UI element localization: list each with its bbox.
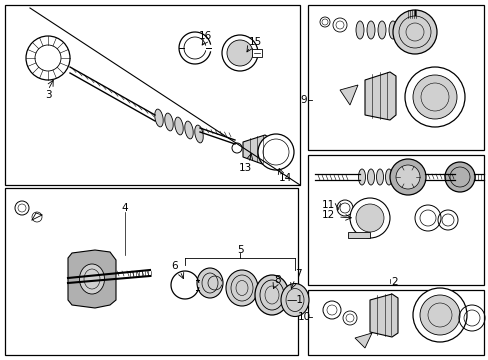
Circle shape — [412, 75, 456, 119]
Polygon shape — [369, 294, 397, 337]
Bar — [347, 232, 369, 238]
Ellipse shape — [154, 109, 163, 127]
Ellipse shape — [194, 125, 203, 143]
Bar — [5, 188, 297, 355]
Text: 15: 15 — [248, 37, 261, 47]
Ellipse shape — [281, 284, 308, 316]
Text: 7: 7 — [294, 269, 301, 279]
Ellipse shape — [254, 275, 288, 315]
Ellipse shape — [355, 21, 363, 39]
Polygon shape — [354, 333, 371, 348]
Circle shape — [26, 36, 70, 80]
Polygon shape — [68, 250, 116, 308]
Ellipse shape — [197, 268, 223, 298]
Circle shape — [444, 162, 474, 192]
Bar — [307, 5, 483, 150]
Ellipse shape — [225, 270, 258, 306]
Circle shape — [226, 40, 252, 66]
Text: 12: 12 — [321, 210, 334, 220]
Text: 6: 6 — [171, 261, 178, 271]
Circle shape — [412, 288, 466, 342]
Ellipse shape — [80, 264, 104, 294]
Text: 3: 3 — [44, 90, 51, 100]
Circle shape — [258, 134, 293, 170]
Text: 5: 5 — [236, 245, 243, 255]
Circle shape — [349, 198, 389, 238]
Polygon shape — [364, 72, 395, 120]
Text: 13: 13 — [238, 163, 251, 173]
Ellipse shape — [164, 113, 173, 131]
Text: 16: 16 — [198, 31, 211, 41]
Bar — [251, 49, 262, 57]
Bar — [307, 155, 483, 285]
Circle shape — [222, 35, 258, 71]
Ellipse shape — [367, 169, 374, 185]
Ellipse shape — [376, 169, 383, 185]
Bar — [5, 5, 299, 185]
Circle shape — [392, 10, 436, 54]
Text: 14: 14 — [278, 173, 291, 183]
Circle shape — [231, 143, 242, 153]
Ellipse shape — [358, 169, 365, 185]
Text: 8: 8 — [274, 275, 281, 285]
Text: 4: 4 — [122, 203, 128, 213]
Ellipse shape — [184, 121, 193, 139]
Text: 10: 10 — [297, 312, 310, 322]
Text: 11: 11 — [321, 200, 334, 210]
Circle shape — [355, 204, 383, 232]
Polygon shape — [339, 85, 357, 105]
Ellipse shape — [385, 169, 392, 185]
Text: —1: —1 — [286, 295, 303, 305]
Text: 9: 9 — [300, 95, 306, 105]
Text: 2: 2 — [391, 277, 398, 287]
Bar — [307, 290, 483, 355]
Polygon shape — [243, 135, 269, 165]
Ellipse shape — [174, 117, 183, 135]
Ellipse shape — [388, 21, 396, 39]
Circle shape — [389, 159, 425, 195]
Circle shape — [419, 295, 459, 335]
Ellipse shape — [377, 21, 385, 39]
Ellipse shape — [394, 169, 401, 185]
Circle shape — [395, 165, 419, 189]
Circle shape — [35, 45, 61, 71]
Ellipse shape — [366, 21, 374, 39]
Circle shape — [404, 67, 464, 127]
